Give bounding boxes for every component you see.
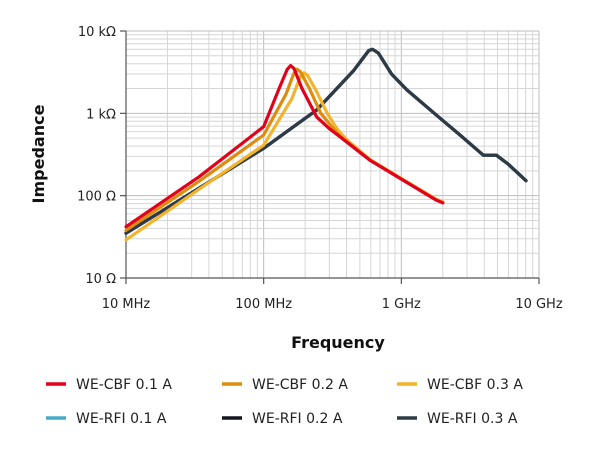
series-line-we-rfi-0-3-a bbox=[124, 47, 528, 235]
axes bbox=[120, 30, 540, 284]
x-axis-label: Frequency bbox=[291, 333, 385, 352]
grid bbox=[125, 30, 540, 279]
x-tick-label: 1 GHz bbox=[382, 297, 421, 312]
x-tick-labels: 10 MHz 100 MHz 1 GHz 10 GHz bbox=[102, 297, 563, 312]
series-lines bbox=[124, 47, 528, 242]
y-tick-label: 1 kΩ bbox=[86, 107, 116, 122]
legend: WE-CBF 0.1 A WE-CBF 0.2 A WE-CBF 0.3 A WE-R… bbox=[46, 377, 523, 427]
x-tick-label: 10 GHz bbox=[515, 297, 563, 312]
x-tick-label: 10 MHz bbox=[102, 297, 151, 312]
legend-label: WE-CBF 0.3 A bbox=[427, 377, 523, 393]
legend-label: WE-RFI 0.2 A bbox=[252, 411, 343, 427]
legend-label: WE-CBF 0.1 A bbox=[76, 377, 172, 393]
y-tick-labels: 10 kΩ 1 kΩ 100 Ω 10 Ω bbox=[77, 25, 116, 287]
y-tick-label: 10 kΩ bbox=[78, 25, 116, 40]
legend-label: WE-RFI 0.3 A bbox=[427, 411, 518, 427]
y-tick-label: 100 Ω bbox=[77, 190, 116, 205]
series-line-we-cbf-0-1-a bbox=[124, 63, 445, 229]
legend-label: WE-CBF 0.2 A bbox=[252, 377, 348, 393]
x-tick-label: 100 MHz bbox=[235, 297, 292, 312]
y-tick-label: 10 Ω bbox=[85, 272, 116, 287]
y-axis-label: Impedance bbox=[29, 104, 48, 203]
legend-label: WE-RFI 0.1 A bbox=[76, 411, 167, 427]
